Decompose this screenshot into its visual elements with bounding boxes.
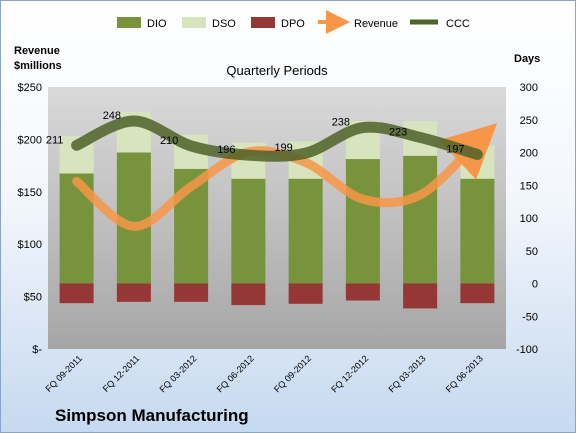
x-category-label: FQ 09-2011 xyxy=(43,353,84,394)
legend: DIO DSO DPO Revenue CCC xyxy=(117,10,470,34)
bar-dio xyxy=(231,178,266,284)
bar-dpo xyxy=(460,283,495,304)
x-category-label: FQ 03-2012 xyxy=(158,353,199,394)
x-category-labels: FQ 09-2011 FQ 12-2011 FQ 03-2012 FQ 06-2012… xyxy=(43,353,484,394)
legend-label-revenue: Revenue xyxy=(354,18,398,30)
bar-dpo xyxy=(59,283,94,304)
y-right-tick-label: -100 xyxy=(516,344,538,356)
legend-swatch-dso xyxy=(182,17,206,28)
ccc-data-label: 199 xyxy=(274,142,292,154)
y-left-tick-label: $250 xyxy=(18,82,42,94)
legend-label-dpo: DPO xyxy=(281,18,305,30)
legend-label-dio: DIO xyxy=(147,18,167,30)
legend-swatch-dio xyxy=(117,17,141,28)
y-right-label: Days xyxy=(514,53,540,65)
company-name: Simpson Manufacturing xyxy=(55,406,249,425)
chart-title: Quarterly Periods xyxy=(226,63,328,78)
bar-dpo xyxy=(174,283,209,302)
y-left-tick-label: $- xyxy=(32,344,42,356)
data-labels: 211 248 210 196 199 238 223 197 xyxy=(46,110,465,156)
ccc-data-label: 223 xyxy=(389,126,407,138)
x-category-label: FQ 12-2011 xyxy=(101,353,142,394)
bar-dpo xyxy=(288,283,323,304)
y-right-tick-label: 50 xyxy=(526,246,538,258)
y-right-tick-label: -50 xyxy=(522,311,538,323)
ccc-data-label: 210 xyxy=(160,135,178,147)
x-category-label: FQ 03-2013 xyxy=(387,353,428,394)
bar-dpo xyxy=(345,283,380,301)
x-category-label: FQ 12-2012 xyxy=(329,353,370,394)
bar-dpo xyxy=(116,283,151,302)
y-right-tick-label: 200 xyxy=(520,148,538,160)
y-left-label-line1: Revenue xyxy=(14,45,60,57)
ccc-line xyxy=(71,115,483,162)
lines xyxy=(71,115,498,231)
y-right-tick-label: 100 xyxy=(520,213,538,225)
ccc-data-label: 197 xyxy=(446,143,464,155)
y-right-tick-label: 150 xyxy=(520,180,538,192)
y-right-tick-label: 300 xyxy=(520,82,538,94)
y-left-tick-label: $100 xyxy=(18,239,42,251)
y-left-tick-label: $200 xyxy=(18,134,42,146)
y-right-tick-label: 250 xyxy=(520,115,538,127)
y-left-label-line2: $millions xyxy=(14,60,62,72)
legend-swatch-dpo xyxy=(251,17,275,28)
legend-label-dso: DSO xyxy=(212,18,236,30)
ccc-data-label: 211 xyxy=(46,134,64,146)
y-left-ticks: $- $50 $100 $150 $200 $250 xyxy=(18,82,43,356)
bar-dio xyxy=(403,155,438,284)
ccc-data-label: 238 xyxy=(332,117,350,129)
y-left-tick-label: $150 xyxy=(18,187,42,199)
y-right-tick-label: 0 xyxy=(532,279,538,291)
x-category-label: FQ 06-2013 xyxy=(444,353,485,394)
bar-dio xyxy=(460,178,495,284)
bar-dio xyxy=(345,159,380,284)
ccc-data-label: 196 xyxy=(217,144,235,156)
bar-dio xyxy=(288,178,323,284)
bar-dpo xyxy=(403,283,438,309)
legend-label-ccc: CCC xyxy=(446,18,470,30)
bar-dpo xyxy=(231,283,266,306)
y-right-ticks: -100 -50 0 50 100 150 200 250 300 xyxy=(516,82,538,356)
x-category-label: FQ 06-2012 xyxy=(215,353,256,394)
x-category-label: FQ 09-2012 xyxy=(272,353,313,394)
ccc-data-label: 248 xyxy=(103,110,121,122)
y-left-tick-label: $50 xyxy=(24,292,42,304)
